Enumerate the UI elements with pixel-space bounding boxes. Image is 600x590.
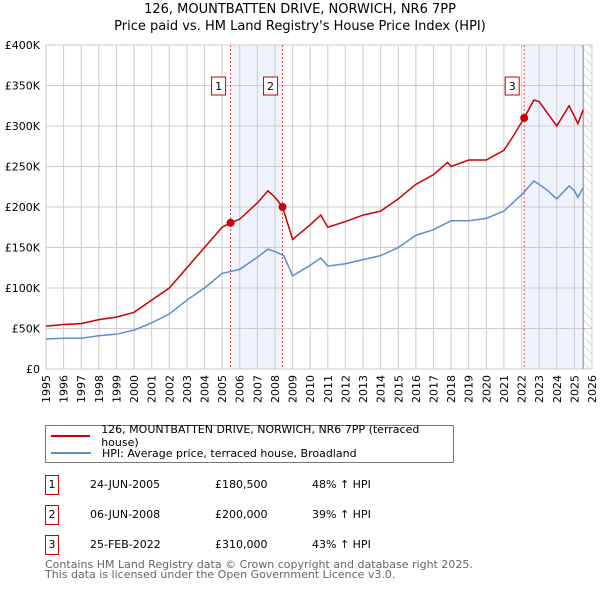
sale-price: £310,000 [215,538,268,551]
x-tick-label: 2002 [163,375,176,403]
sale-point [278,203,287,211]
x-tick-label: 2022 [516,375,529,403]
x-tick-label: 2009 [287,375,300,403]
sale-price: £200,000 [215,508,268,521]
y-tick-label: £0 [26,363,40,376]
sale-label: 3 [509,80,516,93]
y-tick-label: £350K [5,80,41,93]
x-tick-label: 2004 [199,375,212,403]
x-tick-label: 2007 [251,375,264,403]
x-tick-label: 1996 [58,375,71,403]
y-tick-label: £300K [5,120,41,133]
sale-row: 3 25-FEB-2022 £310,000 43% ↑ HPI [45,535,465,555]
sale-number: 1 [45,475,59,495]
legend-label: 126, MOUNTBATTEN DRIVE, NORWICH, NR6 7PP… [101,423,420,449]
x-tick-label: 2001 [146,375,159,403]
x-tick-label: 2016 [410,375,423,403]
x-tick-label: 2019 [463,375,476,403]
x-tick-label: 2018 [445,375,458,403]
y-tick-label: £250K [5,161,41,174]
y-tick-label: £400K [5,39,41,52]
y-tick-label: £150K [5,242,41,255]
x-tick-label: 1997 [75,375,88,403]
chart-title: 126, MOUNTBATTEN DRIVE, NORWICH, NR6 7PP [144,2,456,17]
sale-date: 06-JUN-2008 [90,508,161,521]
sale-price: £180,500 [215,478,268,491]
x-tick-label: 2003 [181,375,194,403]
x-tick-label: 2024 [551,375,564,403]
x-tick-label: 2014 [375,375,388,403]
x-tick-label: 1998 [93,375,106,403]
x-tick-label: 2006 [234,375,247,403]
sale-label: 1 [215,80,222,93]
x-tick-label: 2013 [357,375,370,403]
sale-point [520,113,529,122]
sale-label-box [263,76,279,96]
line-chart: 1995 1996 1997 1998 1999 2000 2001 2002 2003 2004… [5,39,599,403]
series-line [45,99,584,327]
sale-label-box [504,76,520,96]
legend-swatch [51,435,91,437]
footer: Contains HM Land Registry data © Crown c… [45,558,473,581]
footer-line: This data is licensed under the Open Gov… [45,568,396,581]
legend-item-hpi: HPI: Average price, terraced house, Broa… [46,445,357,461]
chart-subtitle: Price paid vs. HM Land Registry's House … [114,19,486,34]
x-tick-label: 2005 [216,375,229,403]
x-tick-label: 2023 [533,375,546,403]
sale-label-box [211,76,227,96]
sale-label: 2 [267,80,274,93]
x-tick-label: 2026 [586,375,599,403]
series-line [45,180,584,340]
sale-date: 25-FEB-2022 [90,538,161,551]
footer-line: Contains HM Land Registry data © Crown c… [45,558,473,571]
legend: 126, MOUNTBATTEN DRIVE, NORWICH, NR6 7PP… [45,423,454,463]
sale-hpi: 43% ↑ HPI [312,538,371,551]
sale-hpi: 39% ↑ HPI [312,508,371,521]
legend-label: HPI: Average price, terraced house, Broa… [102,446,357,460]
x-tick-label: 1999 [110,375,123,403]
y-tick-label: £100K [5,282,41,295]
sale-number: 2 [45,505,59,525]
legend-item-property: 126, MOUNTBATTEN DRIVE, NORWICH, NR6 7PP… [46,423,453,449]
x-tick-label: 2025 [568,375,581,403]
sale-point [226,218,235,227]
y-tick-label: £200K [5,201,41,214]
x-tick-label: 2008 [269,375,282,403]
sale-row: 1 24-JUN-2005 £180,500 48% ↑ HPI [45,475,465,495]
x-tick-label: 1995 [40,375,53,403]
sale-row: 2 06-JUN-2008 £200,000 39% ↑ HPI [45,505,465,525]
sale-hpi: 48% ↑ HPI [312,478,371,491]
x-tick-label: 2010 [304,375,317,403]
sale-date: 24-JUN-2005 [90,478,161,491]
x-tick-label: 2017 [427,375,440,403]
x-tick-label: 2020 [480,375,493,403]
x-tick-label: 2000 [128,375,141,403]
x-tick-label: 2021 [498,375,511,403]
y-tick-label: £50K [12,323,41,336]
x-tick-label: 2015 [392,375,405,403]
x-tick-label: 2011 [322,375,335,403]
legend-swatch [51,452,91,454]
sale-number: 3 [45,535,59,555]
x-tick-label: 2012 [339,375,352,403]
